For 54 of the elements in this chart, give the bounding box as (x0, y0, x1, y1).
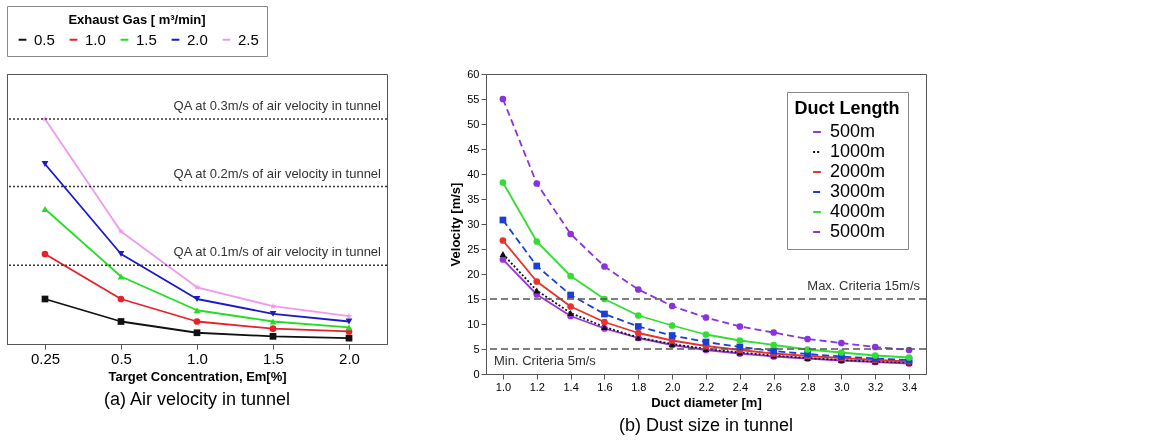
x-axis-title: Duct diameter [m] (651, 394, 762, 410)
y-tick-label: 15 (467, 292, 480, 305)
x-tick-label: 2.6 (766, 380, 782, 393)
y-tick-label: 50 (467, 117, 480, 130)
y-tick-label: 0 (473, 367, 480, 380)
x-tick-label: 2.8 (800, 380, 816, 393)
y-axis-title: Velocity [m/s] (448, 182, 464, 267)
legend-label: 500m (830, 121, 876, 141)
legend-label: 1000m (830, 141, 886, 161)
legend-title: Duct Length (794, 98, 900, 118)
x-axis-title: Target Concentration, Em[%] (108, 368, 287, 384)
x-tick-label: 0.25 (30, 349, 61, 367)
y-tick-label: 10 (467, 317, 480, 330)
legend-label: 3000m (830, 181, 886, 201)
ref-line-label: QA at 0.1m/s of air velocity in tunnel (173, 244, 382, 260)
x-tick-label: 1.4 (563, 380, 579, 393)
legend-label: 2.0 (187, 30, 208, 48)
x-tick-label: 2.0 (339, 349, 360, 367)
legend-title: Exhaust Gas [ m³/min] (68, 12, 206, 27)
ref-line-label: QA at 0.3m/s of air velocity in tunnel (173, 98, 382, 113)
text: (a) Air velocity in tunnel (103, 389, 291, 409)
ref-line-label: Min. Criteria 5m/s (494, 353, 597, 368)
x-tick-label: 3.0 (834, 380, 850, 393)
y-tick-label: 5 (473, 342, 480, 355)
legend-label: 4000m (830, 201, 886, 221)
x-tick-label: 2.2 (698, 380, 715, 393)
legend-label: 1.5 (136, 30, 157, 48)
legend-label: 5000m (830, 221, 886, 241)
y-tick-label: 55 (467, 92, 480, 105)
ref-line-label: Max. Criteria 15m/s (807, 278, 921, 293)
y-tick-label: 30 (467, 217, 480, 230)
legend-label: 2000m (830, 161, 886, 181)
x-tick-label: 1.0 (187, 349, 208, 367)
y-tick-label: 35 (467, 192, 480, 205)
ref-line-label: QA at 0.2m/s of air velocity in tunnel (173, 165, 382, 181)
legend-label: 2.5 (238, 30, 259, 48)
x-tick-label: 1.2 (529, 380, 545, 393)
y-tick-label: 60 (467, 67, 480, 80)
text: (b) Dust size in tunnel (618, 415, 794, 435)
x-tick-label: 1.0 (495, 380, 512, 393)
y-tick-label: 20 (467, 267, 480, 280)
y-tick-label: 45 (467, 142, 480, 155)
legend-label: 1.0 (85, 30, 106, 48)
x-tick-label: 1.8 (631, 380, 647, 393)
x-tick-label: 3.2 (868, 380, 884, 393)
x-tick-label: 0.5 (111, 349, 132, 367)
legend-label: 0.5 (34, 30, 55, 48)
x-tick-label: 3.4 (901, 380, 918, 393)
x-tick-label: 2.0 (665, 380, 681, 393)
x-tick-label: 1.6 (597, 380, 613, 393)
x-tick-label: 2.4 (732, 380, 748, 393)
y-tick-label: 40 (467, 167, 480, 180)
y-tick-label: 25 (467, 242, 480, 255)
x-tick-label: 1.5 (263, 349, 284, 367)
